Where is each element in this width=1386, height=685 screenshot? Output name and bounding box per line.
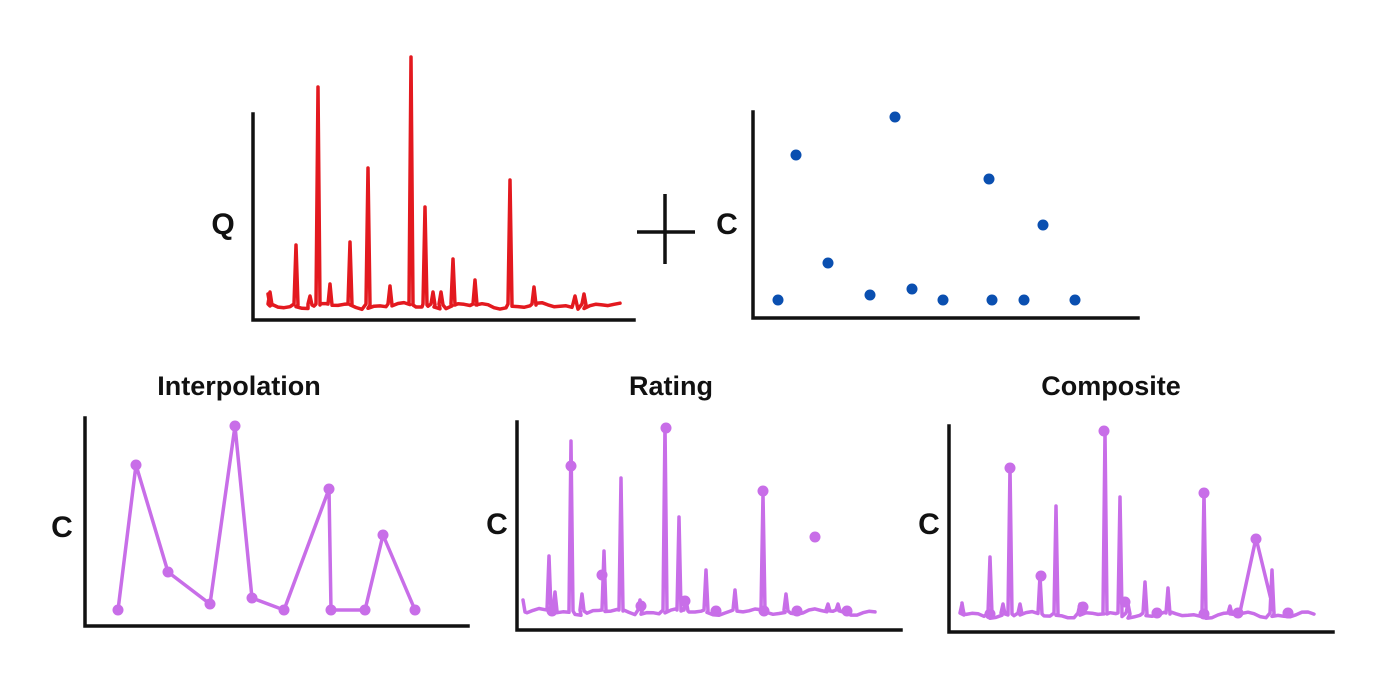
rating-points	[546, 422, 853, 617]
rating-point-2	[565, 460, 577, 472]
interpolation-point-4	[204, 598, 216, 610]
interpolation-panel: Interpolation C	[51, 371, 470, 628]
interpolation-point-11	[377, 529, 389, 541]
plus-operator: +	[637, 194, 695, 264]
samples-axes	[751, 110, 1140, 320]
composite-point-10	[1232, 607, 1244, 619]
rating-point-11	[809, 531, 821, 543]
rating-ylabel: C	[486, 508, 508, 541]
composite-panel: Composite C	[918, 371, 1335, 634]
interpolation-point-6	[246, 592, 258, 604]
sample-point-12	[1069, 294, 1081, 306]
interpolation-title: Interpolation	[157, 371, 321, 401]
composite-point-1	[984, 608, 996, 620]
rating-panel: Rating C	[486, 371, 903, 632]
rating-trace	[521, 423, 877, 618]
composite-point-8	[1198, 487, 1210, 499]
composite-point-6	[1119, 596, 1131, 608]
interpolation-point-5	[229, 420, 241, 432]
sample-points	[772, 111, 1081, 306]
interpolation-point-10	[359, 604, 371, 616]
rating-point-6	[679, 595, 691, 607]
sample-point-9	[986, 294, 998, 306]
rating-point-4	[635, 600, 647, 612]
rating-point-5	[660, 422, 672, 434]
interpolation-axes	[83, 416, 470, 628]
interpolation-point-9	[325, 604, 337, 616]
composite-point-4	[1077, 601, 1089, 613]
sample-point-11	[1037, 219, 1049, 231]
composite-point-11	[1250, 533, 1262, 545]
interpolation-point-12	[409, 604, 421, 616]
plus-symbol	[637, 194, 695, 264]
sample-point-6	[906, 283, 918, 295]
rating-point-7	[710, 605, 722, 617]
interpolation-point-8	[323, 483, 335, 495]
composite-point-12	[1282, 607, 1294, 619]
rating-point-1	[546, 605, 558, 617]
interpolation-ylabel: C	[51, 511, 73, 544]
samples-ylabel: C	[716, 208, 738, 241]
interpolation-points	[112, 420, 421, 616]
sample-point-10	[1018, 294, 1030, 306]
sample-point-2	[790, 149, 802, 161]
rating-axes	[515, 420, 903, 632]
discharge-ylabel: Q	[211, 208, 234, 241]
sample-point-5	[889, 111, 901, 123]
composite-point-2	[1004, 462, 1016, 474]
sample-point-4	[864, 289, 876, 301]
composite-axes	[947, 424, 1335, 634]
interpolation-line	[116, 424, 417, 612]
interpolation-point-1	[112, 604, 124, 616]
composite-point-3	[1035, 570, 1047, 582]
composite-point-5	[1098, 425, 1110, 437]
composite-trace	[958, 430, 1316, 621]
interpolation-point-3	[162, 566, 174, 578]
composite-point-9	[1198, 608, 1210, 620]
sample-point-1	[772, 294, 784, 306]
rating-title: Rating	[629, 371, 713, 401]
samples-panel: C	[716, 110, 1140, 320]
sample-point-8	[983, 173, 995, 185]
sample-point-3	[822, 257, 834, 269]
interpolation-point-2	[130, 459, 142, 471]
sample-point-7	[937, 294, 949, 306]
rating-point-9	[758, 605, 770, 617]
discharge-axes	[251, 112, 636, 322]
rating-point-12	[841, 605, 853, 617]
composite-ylabel: C	[918, 508, 940, 541]
rating-point-10	[791, 605, 803, 617]
discharge-panel: Q	[211, 55, 636, 322]
composite-title: Composite	[1041, 371, 1181, 401]
discharge-trace	[266, 55, 622, 312]
composite-points	[984, 425, 1294, 620]
interpolation-point-7	[278, 604, 290, 616]
composite-point-7	[1151, 607, 1163, 619]
rating-point-8	[757, 485, 769, 497]
rating-point-3	[596, 569, 608, 581]
